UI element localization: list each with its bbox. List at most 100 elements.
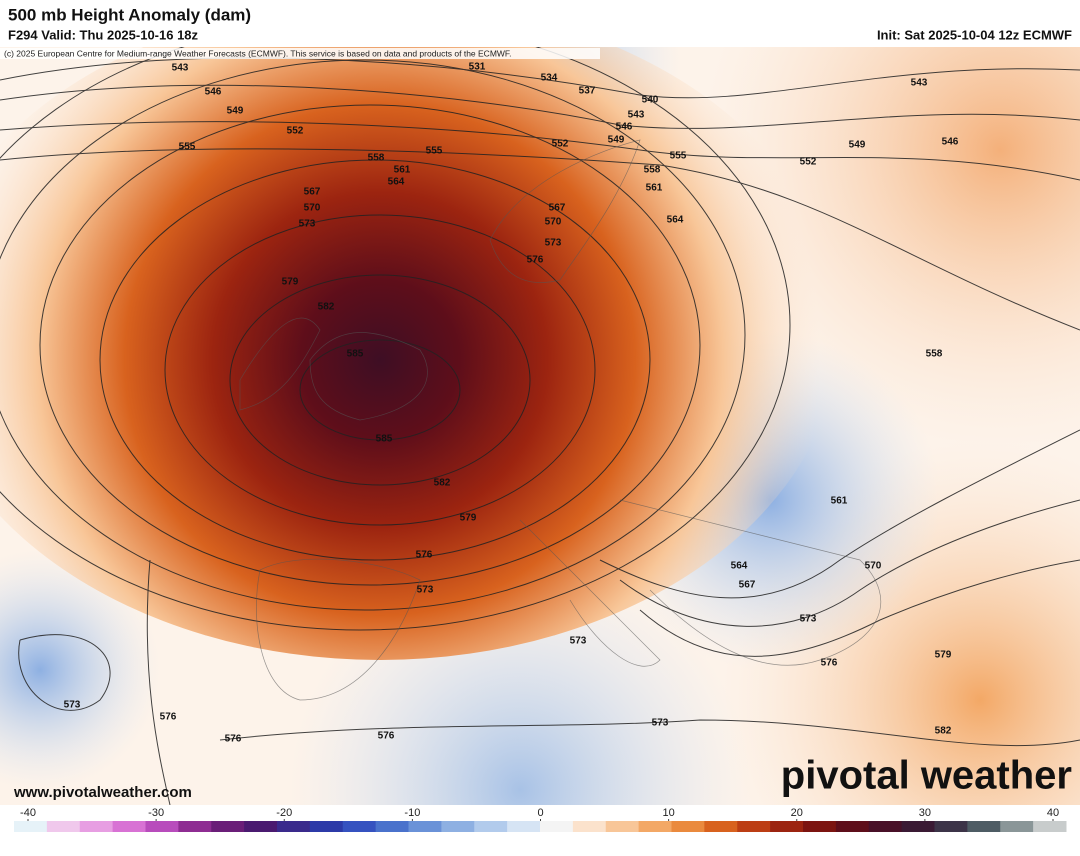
contour-label: 543 [911,78,928,89]
contour-label: 561 [831,496,848,507]
colorbar-cell [803,821,837,832]
contour-label: 585 [347,349,364,360]
colorbar-cell [14,821,48,832]
title: 500 mb Height Anomaly (dam) [8,5,251,24]
contour-label: 582 [318,302,335,313]
colorbar-cell [46,821,81,832]
contour-label: 534 [541,73,558,84]
colorbar-cell [868,821,903,832]
map-field [0,47,1080,805]
logo: pivotal weather [781,754,1072,798]
colorbar-cell [309,821,344,832]
contour-label: 576 [225,734,242,745]
colorbar-cell [441,821,475,832]
colorbar-cell [342,821,377,832]
colorbar-cell [671,821,705,832]
colorbar-cell [277,821,311,832]
colorbar-cell [178,821,212,832]
colorbar-tick-label: -10 [404,807,420,819]
colorbar-cell [704,821,738,832]
colorbar-cell [835,821,870,832]
colorbar-tick-label: 30 [919,807,931,819]
colorbar-cell [737,821,771,832]
colorbar-cell [211,821,245,832]
contour-label: 582 [434,478,451,489]
contour-label: 546 [205,87,222,98]
contour-label: 570 [865,561,882,572]
colorbar-tick-label: 10 [663,807,675,819]
contour-label: 573 [800,614,817,625]
contour-label: 555 [426,146,443,157]
contour-label: 549 [227,106,244,117]
contour-label: 579 [935,650,952,661]
contour-label: 570 [304,203,321,214]
contour-label: 558 [368,153,385,164]
contour-label: 561 [646,183,663,194]
contour-label: 576 [378,731,395,742]
colorbar-tick-label: 40 [1047,807,1059,819]
colorbar-cell [1000,821,1034,832]
copyright: (c) 2025 European Centre for Medium-rang… [4,48,512,58]
colorbar-cell [112,821,146,832]
colorbar-cell [540,821,574,832]
contour-label: 543 [628,110,645,121]
colorbar: -40 -30 -20 -10 0 10 20 30 40 [14,807,1067,832]
contour-label: 573 [64,700,81,711]
valid-time: F294 Valid: Thu 2025-10-16 18z [8,27,199,42]
contours [0,47,1080,805]
contour-label: 552 [552,139,569,150]
colorbar-cell [967,821,1001,832]
contour-label: 567 [304,187,321,198]
contour-label: 573 [417,585,434,596]
colorbar-cell [375,821,409,832]
contour-label: 579 [460,513,477,524]
contour-label: 567 [739,580,756,591]
colorbar-tick-label: 0 [537,807,543,819]
contour-label: 546 [942,137,959,148]
contour-label: 570 [545,217,562,228]
contour-label: 549 [849,140,866,151]
colorbar-tick-label: -30 [148,807,164,819]
contour-label: 537 [579,86,596,97]
colorbar-cell [244,821,278,832]
contour-label: 582 [935,726,952,737]
colorbar-cell [770,821,804,832]
colorbar-tick-label: -40 [20,807,36,819]
contour-label: 558 [926,349,943,360]
colorbar-cell [474,821,508,832]
contour-label: 576 [821,658,838,669]
contour-label: 573 [652,718,669,729]
colorbar-tick-label: 20 [791,807,803,819]
contour-label: 579 [282,277,299,288]
contour-label: 567 [549,203,566,214]
coastlines [239,139,882,701]
colorbar-cell [145,821,179,832]
colorbar-cell [605,821,640,832]
contour-label: 573 [299,219,316,230]
contour-label: 585 [376,434,393,445]
colorbar-cell [901,821,935,832]
colorbar-cell [79,821,114,832]
contour-label: 576 [160,712,177,723]
contour-label: 543 [172,63,189,74]
colorbar-cell [408,821,442,832]
contour-label: 561 [394,165,411,176]
contour-label: 549 [608,135,625,146]
contour-label: 564 [731,561,748,572]
contour-label: 546 [616,122,633,133]
colorbar-cell [1033,821,1067,832]
colorbar-cell [572,821,607,832]
contour-label: 555 [670,151,687,162]
colorbar-cell [507,821,541,832]
colorbar-cell [638,821,672,832]
contour-label: 564 [388,177,405,188]
contour-label: 531 [469,62,486,73]
contour-label: 552 [287,126,304,137]
contour-label: 573 [570,636,587,647]
contour-label: 573 [545,238,562,249]
contour-label: 558 [644,165,661,176]
contour-label: 552 [800,157,817,168]
